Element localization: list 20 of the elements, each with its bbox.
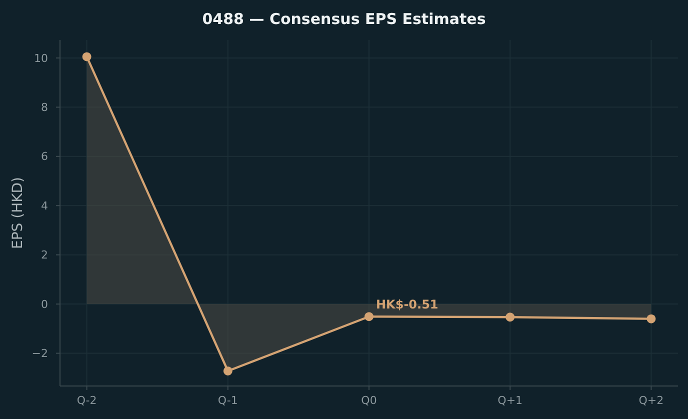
y-axis-title: EPS (HKD) xyxy=(10,176,26,250)
x-tick-label: Q-1 xyxy=(218,394,238,407)
x-tick-label: Q-2 xyxy=(76,394,97,407)
y-tick-label: 2 xyxy=(41,248,48,262)
y-tick-label: 10 xyxy=(34,52,48,65)
x-tick-label: Q0 xyxy=(361,394,377,407)
y-tick-label: 6 xyxy=(41,150,48,164)
point xyxy=(82,52,92,62)
annotation: HK$-0.51 xyxy=(376,298,438,312)
chart-title: 0488 — Consensus EPS Estimates xyxy=(202,10,486,28)
point xyxy=(364,312,374,322)
point xyxy=(646,314,656,324)
point xyxy=(223,366,232,376)
x-tick-label: Q+1 xyxy=(498,394,523,407)
y-tick-label: 8 xyxy=(41,101,48,114)
y-tick-label: 4 xyxy=(41,199,48,212)
y-tick-label: −2 xyxy=(32,347,48,360)
point xyxy=(506,312,515,322)
y-tick-label: 0 xyxy=(41,298,48,311)
x-tick-label: Q+2 xyxy=(638,394,664,407)
